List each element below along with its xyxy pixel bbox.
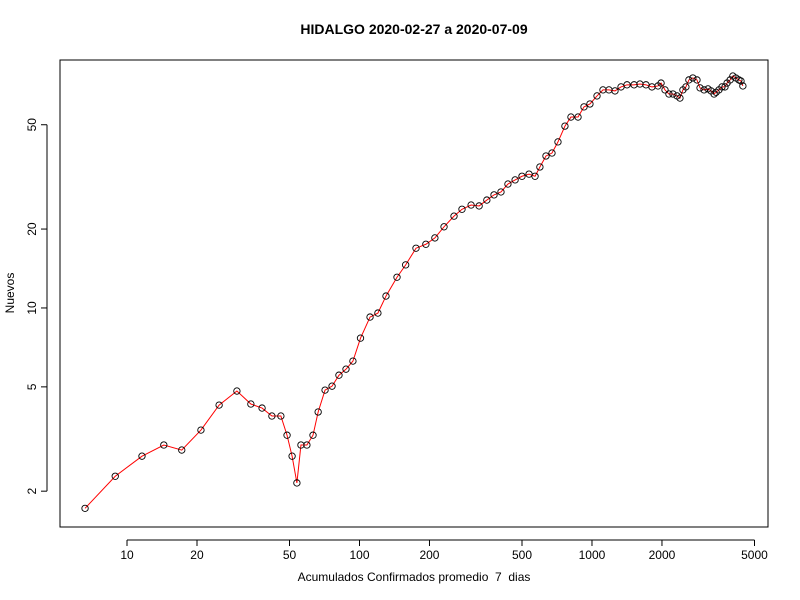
data-point [475,202,483,210]
y-tick-label: 2 [25,488,39,495]
data-point [696,84,704,92]
data-point [233,387,241,395]
data-point [676,94,684,102]
data-point [393,273,401,281]
data-point [328,382,336,390]
data-point [623,81,631,89]
data-point [574,113,582,121]
data-point [342,365,350,373]
data-point [531,172,539,180]
data-point [661,86,669,94]
data-point [511,176,519,184]
y-tick-label: 5 [25,383,39,390]
data-point [258,404,266,412]
data-point [303,441,311,449]
data-point [247,400,255,408]
data-point [593,92,601,100]
x-tick-label: 50 [283,548,297,562]
y-tick-label: 50 [25,118,39,132]
data-point [483,196,491,204]
data-point [314,408,322,416]
data-point [309,431,317,439]
data-point [356,334,365,342]
plot-frame [59,59,769,528]
data-point [197,426,205,434]
data-point [542,152,550,160]
data-point [490,191,498,199]
data-point [518,172,526,180]
data-point [382,292,390,300]
data-point [288,452,296,460]
data-point [737,77,745,85]
x-tick-label: 100 [349,548,369,562]
data-point [718,83,726,91]
data-point [321,386,329,394]
data-point [739,82,747,90]
data-point [665,90,673,98]
data-point [710,90,718,98]
data-point [268,412,276,420]
data-point [402,261,410,269]
data-point [374,309,382,317]
data-point [335,371,343,379]
data-point [283,431,291,439]
data-point [431,234,439,242]
y-axis-label: Nuevos [3,273,17,314]
data-point [81,504,89,512]
data-point [160,441,168,449]
x-tick-label: 10 [120,548,134,562]
x-tick-label: 500 [512,548,532,562]
x-tick-label: 20 [190,548,204,562]
data-point [693,76,701,84]
data-point [277,412,285,420]
data-point [467,201,475,209]
data-point [700,86,708,94]
data-point [586,100,594,108]
data-point [657,79,665,87]
x-tick-label: 200 [419,548,439,562]
data-point [567,113,575,121]
x-axis-label: Acumulados Confirmados promedio 7 dias [298,570,531,584]
x-tick-label: 2000 [649,548,676,562]
data-point [138,452,146,460]
data-point [349,357,357,365]
data-point [422,240,430,248]
x-tick-label: 5000 [741,548,768,562]
data-point [450,212,458,220]
data-point [458,205,466,213]
data-point [561,122,569,130]
data-point [293,479,301,487]
data-point [689,74,697,82]
data-point [611,87,619,95]
data-point [685,76,693,84]
data-point [548,149,556,157]
data-point [412,244,420,252]
data-point [554,138,562,146]
y-tick-label: 10 [25,301,39,315]
data-point [178,446,186,454]
data-point [669,90,677,98]
data-point [440,223,448,231]
data-point [111,472,119,480]
y-tick-label: 20 [25,222,39,236]
data-point [366,313,374,321]
data-point [536,163,544,171]
data-point [504,180,512,188]
data-point [721,83,729,91]
chart-title: HIDALGO 2020-02-27 a 2020-07-09 [300,21,527,37]
data-point [497,188,505,196]
data-point [682,83,690,91]
data-point [215,401,223,409]
x-tick-label: 1000 [579,548,606,562]
data-point [580,103,588,111]
